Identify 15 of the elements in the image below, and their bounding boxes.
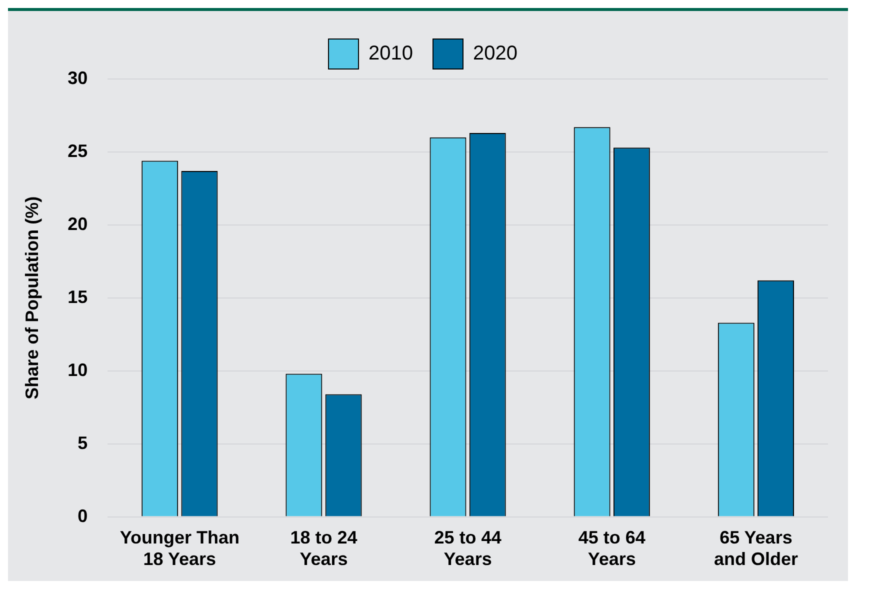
x-tick-label: Younger Than 18 Years <box>120 528 240 570</box>
x-tick-label: 25 to 44 Years <box>434 528 502 570</box>
x-tick-label: 65 Years and Older <box>714 528 798 570</box>
y-tick-label: 30 <box>68 68 88 88</box>
y-tick-label: 20 <box>68 214 88 234</box>
y-axis-title: Share of Population (%) <box>22 196 42 400</box>
y-tick-label: 15 <box>68 286 88 307</box>
x-tick-label: 45 to 64 Years <box>578 528 646 570</box>
y-tick-label: 25 <box>68 140 88 161</box>
legend-label: 2010 <box>368 42 414 65</box>
x-tick-label: 18 to 24 Years <box>290 528 358 570</box>
legend-label: 2020 <box>473 42 518 65</box>
y-tick-label: 0 <box>78 506 88 526</box>
y-tick-label: 10 <box>68 360 88 380</box>
y-tick-label: 5 <box>78 432 88 453</box>
